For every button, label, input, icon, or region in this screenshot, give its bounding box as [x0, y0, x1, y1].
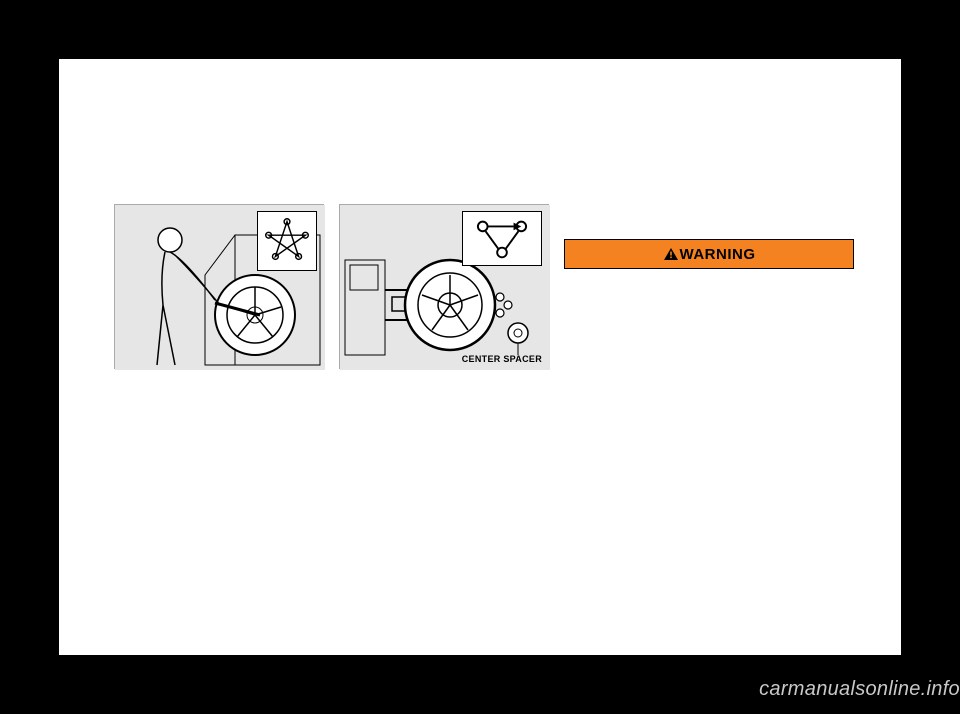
bolt-sequence-inset [462, 211, 542, 266]
watermark: carmanualsonline.info [759, 678, 960, 701]
warning-label: WARNING [680, 246, 756, 263]
figure-tighten-lugs [114, 204, 324, 369]
figure-spare-carrier: CENTER SPACER [339, 204, 549, 369]
alert-triangle-icon [663, 247, 679, 261]
page-content: CENTER SPACER WARNING [59, 59, 901, 655]
three-bolt-arrow-icon [463, 212, 541, 265]
lug-pattern-inset [257, 211, 317, 271]
warning-box: WARNING [564, 239, 854, 269]
manual-page: CENTER SPACER WARNING [59, 59, 901, 655]
center-spacer-label: CENTER SPACER [462, 354, 542, 364]
five-point-star-icon [258, 212, 316, 270]
